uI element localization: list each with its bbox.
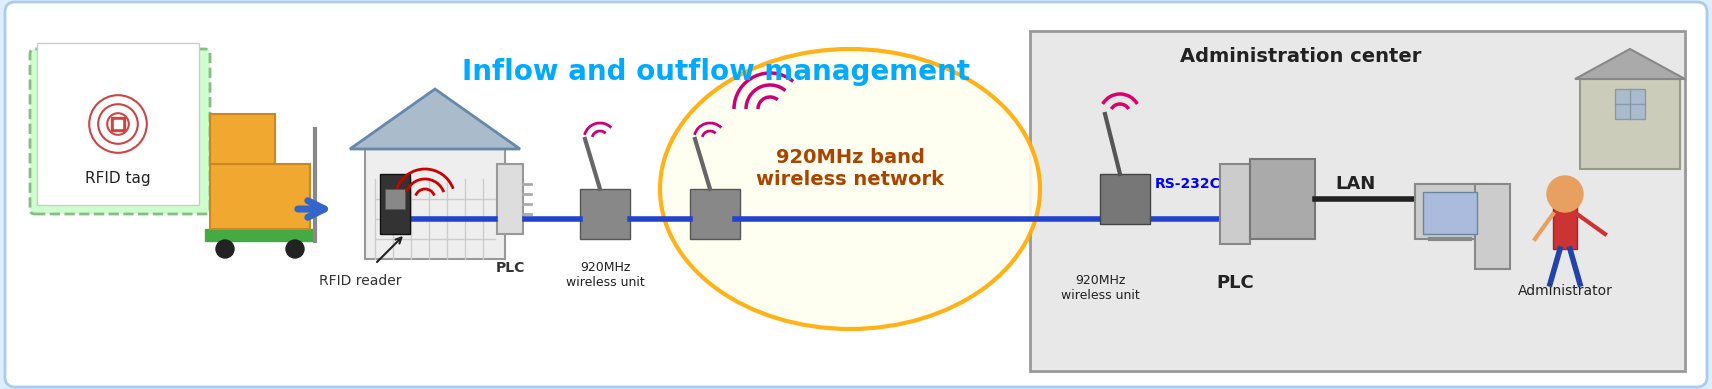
Polygon shape bbox=[1575, 49, 1685, 79]
Bar bbox=[1476, 184, 1510, 269]
Bar bbox=[111, 117, 125, 131]
Bar bbox=[580, 189, 630, 239]
Text: 920MHz
wireless unit: 920MHz wireless unit bbox=[565, 261, 644, 289]
Bar bbox=[1250, 159, 1315, 239]
Text: Inflow and outflow management: Inflow and outflow management bbox=[462, 58, 971, 86]
Bar bbox=[690, 189, 740, 239]
Text: Administration center: Administration center bbox=[1180, 47, 1421, 66]
Bar bbox=[1423, 192, 1477, 234]
Circle shape bbox=[1548, 176, 1584, 212]
FancyBboxPatch shape bbox=[38, 43, 199, 205]
Bar bbox=[385, 189, 406, 209]
Text: PLC: PLC bbox=[1216, 274, 1253, 292]
Bar bbox=[1580, 79, 1679, 169]
Bar bbox=[1101, 174, 1150, 224]
FancyBboxPatch shape bbox=[1031, 31, 1685, 371]
Bar bbox=[1416, 184, 1484, 239]
Polygon shape bbox=[349, 89, 520, 149]
Text: RFID reader: RFID reader bbox=[318, 274, 401, 288]
Bar bbox=[211, 114, 276, 164]
Text: LAN: LAN bbox=[1335, 175, 1375, 193]
Bar bbox=[205, 229, 315, 241]
FancyBboxPatch shape bbox=[5, 2, 1707, 387]
Text: Administrator: Administrator bbox=[1517, 284, 1613, 298]
FancyBboxPatch shape bbox=[31, 49, 211, 214]
Circle shape bbox=[286, 240, 305, 258]
Bar bbox=[498, 164, 522, 234]
Text: PLC: PLC bbox=[495, 261, 524, 275]
Text: 920MHz
wireless unit: 920MHz wireless unit bbox=[1061, 274, 1140, 302]
Bar bbox=[115, 121, 122, 128]
Bar bbox=[380, 174, 409, 234]
Bar bbox=[1553, 199, 1577, 249]
Bar bbox=[1614, 89, 1645, 119]
Text: RS-232C: RS-232C bbox=[1156, 177, 1221, 191]
Circle shape bbox=[216, 240, 235, 258]
Bar bbox=[365, 149, 505, 259]
Bar bbox=[211, 164, 310, 229]
Bar bbox=[1221, 164, 1250, 244]
Text: 920MHz band
wireless network: 920MHz band wireless network bbox=[757, 149, 943, 189]
Text: RFID tag: RFID tag bbox=[86, 172, 151, 186]
Ellipse shape bbox=[661, 49, 1039, 329]
